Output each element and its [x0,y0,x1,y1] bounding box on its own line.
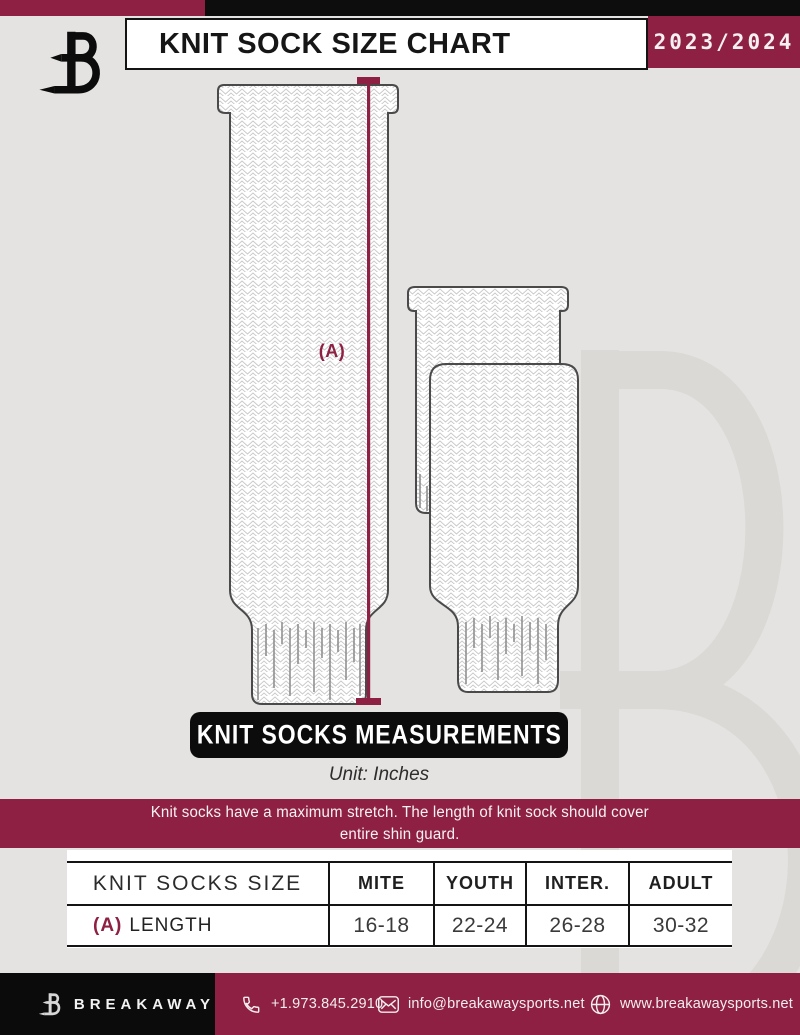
measurements-banner: KNIT SOCKS MEASUREMENTS [190,712,568,758]
footer-phone: +1.973.845.2910 [240,973,383,1035]
footer-email-text: info@breakawaysports.net [408,996,585,1012]
column-header-mite: MITE [328,863,433,906]
notice-line-2: entire shin guard. [340,825,460,843]
footer-website-text: www.breakawaysports.net [620,996,794,1012]
footer-brand-block: BREAKAWAY [0,973,215,1035]
sock-adult-large [217,84,399,705]
breakaway-footer-logo-icon [38,993,61,1016]
length-value-youth: 22-24 [433,906,525,945]
length-value-mite: 16-18 [328,906,433,945]
globe-icon [590,994,611,1014]
row-label-a-prefix: (A) [93,914,123,936]
envelope-icon [378,995,399,1013]
season-label: 2023/2024 [653,30,795,54]
column-header-adult: ADULT [628,863,732,906]
phone-icon [243,996,260,1013]
measurements-banner-label: KNIT SOCKS MEASUREMENTS [196,719,562,750]
length-value-inter: 26-28 [525,906,628,945]
footer-brand-name: BREAKAWAY [73,995,215,1013]
footer: BREAKAWAY +1.973.845.2910 info@breakaway… [0,973,800,1035]
size-table-header: KNIT SOCKS SIZE [67,863,328,906]
column-header-inter: INTER. [525,863,628,906]
size-table: KNIT SOCKS SIZE MITE YOUTH INTER. ADULT … [67,861,732,947]
unit-label: Unit: Inches [328,764,430,785]
length-value-adult: 30-32 [628,906,732,945]
stretch-notice-banner: Knit socks have a maximum stretch. The l… [0,799,800,848]
footer-email: info@breakawaysports.net [377,973,585,1035]
notice-line-1: Knit socks have a maximum stretch. The l… [150,803,650,821]
breakaway-logo-icon [39,31,100,94]
measurement-line-a [356,77,381,705]
sock-intermediate-front [429,363,579,693]
row-label-length: (A) LENGTH [67,906,328,945]
sock-diagrams [217,77,579,705]
title-box: KNIT SOCK SIZE CHART [125,18,648,70]
row-label-length-text: LENGTH [129,914,213,936]
top-strip-black [205,0,800,16]
page-title: KNIT SOCK SIZE CHART [159,27,511,60]
top-strip-maroon [0,0,205,16]
measurement-label-a: (A) [318,341,346,361]
footer-phone-text: +1.973.845.2910 [271,996,384,1012]
column-header-youth: YOUTH [433,863,525,906]
footer-website: www.breakawaysports.net [589,973,793,1035]
season-badge: 2023/2024 [648,16,800,68]
